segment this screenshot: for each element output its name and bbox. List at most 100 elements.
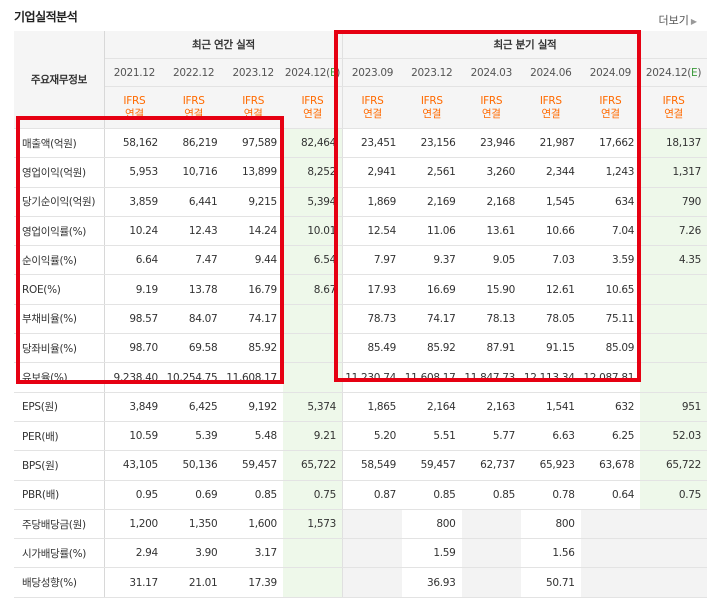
period-header: 2023.12 <box>223 58 283 87</box>
row-label: 배당성향(%) <box>14 567 105 598</box>
table-row: 매출액(억원) 58,162 86,219 97,589 82,464 23,451 23,… <box>14 128 707 159</box>
table-cell: 1,541 <box>521 391 581 422</box>
table-cell <box>640 508 707 540</box>
table-cell: 75.11 <box>580 304 641 335</box>
table-cell: 6.63 <box>521 421 581 452</box>
table-cell: 7.26 <box>640 215 707 247</box>
table-cell: 12,087.81 <box>580 362 641 393</box>
table-cell: 5.77 <box>461 421 522 452</box>
row-label: 영업이익률(%) <box>14 215 105 247</box>
table-row: ROE(%) 9.19 13.78 16.79 8.67 17.93 16.69 15.90 1… <box>14 274 707 305</box>
table-cell: 6.25 <box>580 421 641 452</box>
table-cell: 1,200 <box>104 508 164 540</box>
table-cell: 7.47 <box>163 245 224 276</box>
table-row: 당좌비율(%) 98.70 69.58 85.92 85.49 85.92 87.91 91.… <box>14 333 707 364</box>
table-cell: 2.94 <box>104 538 164 569</box>
table-cell <box>341 538 402 569</box>
table-row: PBR(배) 0.95 0.69 0.85 0.75 0.87 0.85 0.85 0.78 0.… <box>14 480 707 510</box>
table-cell: 85.09 <box>580 333 641 364</box>
row-label: 당기순이익(억원) <box>14 187 105 217</box>
table-cell: 0.69 <box>163 480 224 510</box>
period-header: 2024.03 <box>461 58 522 87</box>
table-cell: 11,608.17 <box>402 362 462 393</box>
table-cell: 10.59 <box>104 421 164 452</box>
table-cell: 1,545 <box>521 187 581 217</box>
table-cell: 3.90 <box>163 538 224 569</box>
table-cell: 3,260 <box>461 157 522 188</box>
table-cell: 65,923 <box>521 450 581 481</box>
table-cell: 1,865 <box>341 391 402 422</box>
more-label: 더보기 <box>658 14 689 27</box>
table-cell: 1,317 <box>640 157 707 188</box>
table-cell: 0.87 <box>341 480 402 510</box>
table-cell: 16.69 <box>402 274 462 305</box>
table-cell <box>282 567 343 598</box>
period-header: 2024.12(E) <box>640 58 707 87</box>
table-cell: 36.93 <box>402 567 462 598</box>
table-cell: 3.59 <box>580 245 641 276</box>
table-cell: 800 <box>521 508 581 540</box>
table-row: 영업이익(억원) 5,953 10,716 13,899 8,252 2,941 2,561… <box>14 157 707 188</box>
table-cell <box>580 508 641 540</box>
table-cell: 11,230.74 <box>341 362 402 393</box>
table-row: BPS(원) 43,105 50,136 59,457 65,722 58,549 59,4… <box>14 450 707 481</box>
table-cell <box>580 567 641 598</box>
table-cell <box>461 538 522 569</box>
table-row: 유보율(%) 9,238.40 10,254.75 11,608.17 11,230.7… <box>14 362 707 393</box>
table-cell: 9,192 <box>223 391 283 422</box>
row-label: 부채비율(%) <box>14 304 105 335</box>
table-row: EPS(원) 3,849 6,425 9,192 5,374 1,865 2,164 2,16… <box>14 391 707 422</box>
table-cell: 2,169 <box>402 187 462 217</box>
period-header: 2023.09 <box>341 58 402 87</box>
table-cell: 74.17 <box>223 304 283 335</box>
row-label: 시가배당률(%) <box>14 538 105 569</box>
table-cell: 13.61 <box>461 215 522 247</box>
table-cell: 5.20 <box>341 421 402 452</box>
row-label: PBR(배) <box>14 480 105 510</box>
ifrs-consolidated-label: IFRS 연결 <box>104 86 164 129</box>
table-cell: 5,374 <box>282 391 343 422</box>
chevron-right-icon: ▶ <box>690 17 697 26</box>
table-cell: 17.93 <box>341 274 402 305</box>
table-cell: 5.39 <box>163 421 224 452</box>
table-row: 순이익률(%) 6.64 7.47 9.44 6.54 7.97 9.37 9.05 7.03 3… <box>14 245 707 276</box>
table-cell: 59,457 <box>402 450 462 481</box>
table-cell <box>461 508 522 540</box>
ifrs-consolidated-label: IFRS 연결 <box>163 86 224 129</box>
table-cell: 31.17 <box>104 567 164 598</box>
financial-table: 주요재무정보 최근 연간 실적 최근 분기 실적 2021.12 2022.12 2… <box>14 31 707 598</box>
table-cell: 6,425 <box>163 391 224 422</box>
table-cell: 84.07 <box>163 304 224 335</box>
more-link[interactable]: 더보기 ▶ <box>658 12 697 28</box>
table-cell <box>461 567 522 598</box>
table-cell <box>640 274 707 305</box>
table-cell: 951 <box>640 391 707 422</box>
table-cell <box>282 362 343 393</box>
table-cell: 16.79 <box>223 274 283 305</box>
table-cell <box>341 508 402 540</box>
row-label: 유보율(%) <box>14 362 105 393</box>
table-cell: 97,589 <box>223 128 283 159</box>
table-row: 배당성향(%) 31.17 21.01 17.39 36.93 50.71 <box>14 567 707 598</box>
table-cell: 12.43 <box>163 215 224 247</box>
table-cell: 12.61 <box>521 274 581 305</box>
table-cell: 0.75 <box>640 480 707 510</box>
table-cell: 62,737 <box>461 450 522 481</box>
table-cell: 14.24 <box>223 215 283 247</box>
table-cell: 0.64 <box>580 480 641 510</box>
table-cell: 12,113.34 <box>521 362 581 393</box>
table-cell: 23,451 <box>341 128 402 159</box>
table-cell: 9.19 <box>104 274 164 305</box>
table-cell: 23,946 <box>461 128 522 159</box>
table-cell: 10.65 <box>580 274 641 305</box>
table-cell: 9.44 <box>223 245 283 276</box>
table-row: 영업이익률(%) 10.24 12.43 14.24 10.01 12.54 11.06 13… <box>14 215 707 247</box>
row-label: PER(배) <box>14 421 105 452</box>
ifrs-consolidated-label: IFRS 연결 <box>640 86 707 129</box>
table-cell: 21.01 <box>163 567 224 598</box>
table-cell: 2,168 <box>461 187 522 217</box>
table-cell: 50.71 <box>521 567 581 598</box>
table-cell: 1,350 <box>163 508 224 540</box>
table-cell: 10.01 <box>282 215 343 247</box>
table-cell: 0.75 <box>282 480 343 510</box>
